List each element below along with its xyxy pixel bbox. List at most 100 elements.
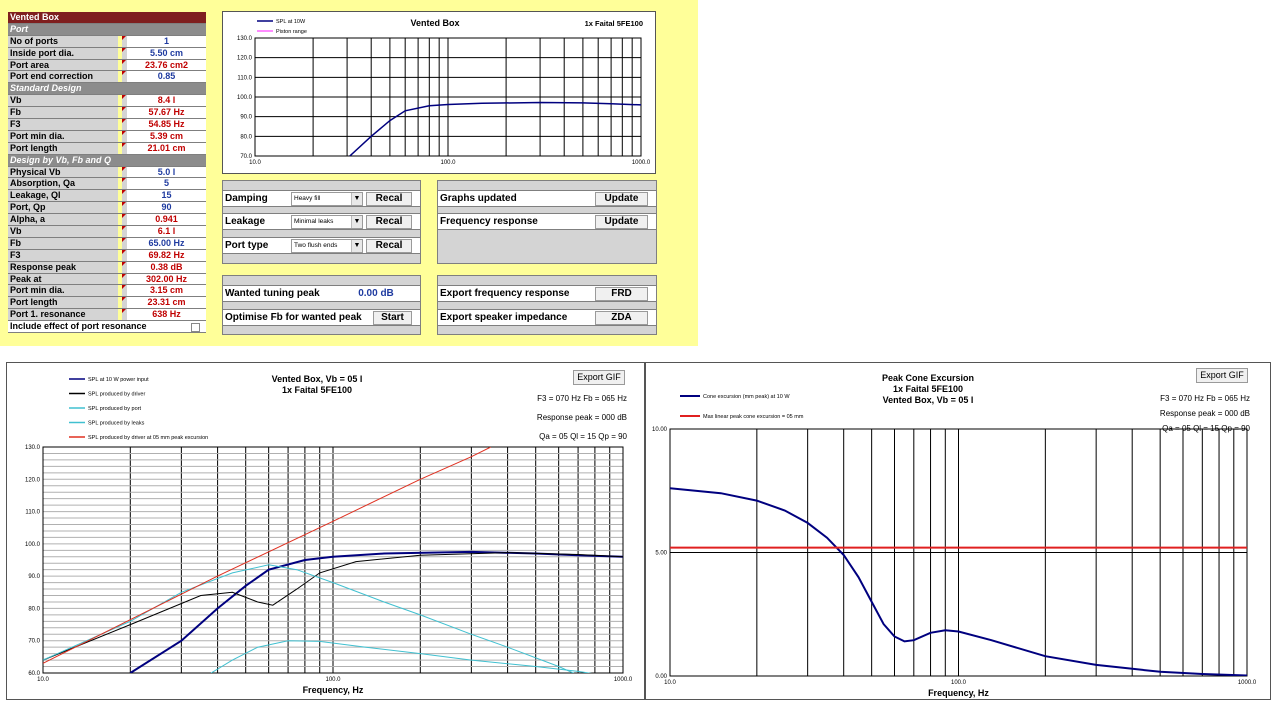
param-value[interactable]: 5 <box>127 178 206 190</box>
param-value[interactable]: 65.00 Hz <box>127 237 206 249</box>
param-label: Vb <box>8 95 118 107</box>
wanted-peak-row: Wanted tuning peak 0.00 dB <box>223 285 420 302</box>
optimise-label: Optimise Fb for wanted peak <box>225 312 362 323</box>
param-value: 8.4 l <box>127 95 206 107</box>
param-value[interactable]: 1 <box>127 35 206 47</box>
chart-info-text: Qa = 05 Ql = 15 Qp = 90 <box>539 432 627 441</box>
porttype-select[interactable]: Two flush ends ▼ <box>291 239 363 253</box>
param-value: 69.82 Hz <box>127 249 206 261</box>
comment-marker-icon <box>122 130 127 142</box>
legend-label: SPL produced by port <box>88 406 141 412</box>
chart-subtitle: 1x Faital 5FE100 <box>282 385 352 395</box>
table-row: Port length 21.01 cm <box>8 142 206 155</box>
section-title: Design by Vb, Fb and Q <box>8 154 206 166</box>
comment-marker-icon <box>122 178 127 190</box>
comment-marker-icon <box>122 190 127 202</box>
leakage-recal-button[interactable]: Recal <box>366 215 412 229</box>
param-value: 23.76 cm2 <box>127 59 206 71</box>
param-label: Port length <box>8 142 118 154</box>
param-label: Port min dia. <box>8 285 118 297</box>
table-row: Absorption, Qa 5 <box>8 178 206 191</box>
chart-subtitle: 1x Faital 5FE100 <box>585 19 643 28</box>
param-label: Port length <box>8 297 118 309</box>
y-tick-label: 110.0 <box>237 75 252 81</box>
comment-marker-icon <box>122 107 127 119</box>
comment-marker-icon <box>122 249 127 261</box>
spl-components-chart: 60.0 70.0 80.0 90.0 100.0 110.0 120.0 130.0 10.0… <box>6 362 645 700</box>
wanted-peak-label: Wanted tuning peak <box>225 288 320 299</box>
table-row: F3 54.85 Hz <box>8 119 206 131</box>
graphs-update-button[interactable]: Update <box>595 192 648 206</box>
param-value[interactable]: 15 <box>127 190 206 202</box>
optimise-start-button[interactable]: Start <box>373 311 412 325</box>
cone-excursion-chart: 0.00 5.00 10.00 10.0 100.0 1000.0 Cone excursi… <box>645 362 1271 700</box>
y-tick-label: 80.0 <box>28 606 40 612</box>
table-row: Response peak 0.38 dB <box>8 261 206 274</box>
export-zda-button[interactable]: ZDA <box>595 311 648 325</box>
param-value: 5.39 cm <box>127 130 206 142</box>
table-row: Inside port dia. 5.50 cm <box>8 47 206 60</box>
leakage-select-value: Minimal leaks <box>294 218 334 225</box>
chevron-down-icon: ▼ <box>351 193 362 205</box>
table-row: Vb 8.4 l <box>8 95 206 108</box>
graphs-updated-row: Graphs updated Update <box>438 190 656 207</box>
y-tick-label: 130.0 <box>237 36 253 42</box>
x-tick-label: 1000.0 <box>1238 680 1257 686</box>
porttype-label: Port type <box>225 240 269 251</box>
param-value: 23.31 cm <box>127 297 206 309</box>
y-tick-label: 60.0 <box>28 671 40 677</box>
param-value[interactable]: 0.85 <box>127 71 206 83</box>
damping-select[interactable]: Heavy fill ▼ <box>291 192 363 206</box>
y-tick-label: 100.0 <box>25 542 41 548</box>
legend-label: Cone excursion (mm peak) at 10 W <box>703 394 790 400</box>
chart-info-text: Qa = 05 Ql = 15 Qp = 90 <box>1162 424 1250 433</box>
spl-chart-svg: 60.0 70.0 80.0 90.0 100.0 110.0 120.0 130.0 10.0… <box>25 374 633 695</box>
excursion-chart-svg: 0.00 5.00 10.00 10.0 100.0 1000.0 Cone excursi… <box>652 373 1257 698</box>
port-resonance-checkbox[interactable] <box>191 323 200 333</box>
table-row: Port min dia. 3.15 cm <box>8 285 206 298</box>
chart-info-text: Response peak = 000 dB <box>1160 409 1250 418</box>
x-axis-label: Frequency, Hz <box>303 685 364 695</box>
freq-response-label: Frequency response <box>440 216 538 227</box>
table-row: Port min dia. 5.39 cm <box>8 130 206 143</box>
leakage-select[interactable]: Minimal leaks ▼ <box>291 215 363 229</box>
legend-label: SPL at 10 W power input <box>88 377 149 383</box>
param-label: Vb <box>8 226 118 237</box>
export-frd-button[interactable]: FRD <box>595 287 648 301</box>
table-row: Port length 23.31 cm <box>8 297 206 310</box>
section-header: Port <box>8 23 206 36</box>
chevron-down-icon: ▼ <box>351 240 362 252</box>
param-value[interactable]: 90 <box>127 202 206 214</box>
table-row: F3 69.82 Hz <box>8 249 206 262</box>
table-row: Port 1. resonance 638 Hz <box>8 309 206 322</box>
chart-info-text: Response peak = 000 dB <box>537 413 627 422</box>
param-label: Port min dia. <box>8 130 118 142</box>
chart-info-text: F3 = 070 Hz Fb = 065 Hz <box>1160 394 1250 403</box>
table-row: Alpha, a 0.941 <box>8 214 206 227</box>
comment-marker-icon <box>122 119 127 130</box>
comment-marker-icon <box>122 273 127 285</box>
damping-recal-button[interactable]: Recal <box>366 192 412 206</box>
comment-marker-icon <box>122 35 127 47</box>
export-gif-button[interactable]: Export GIF <box>1196 368 1248 383</box>
legend-label: SPL at 10W <box>276 19 306 25</box>
legend-label: Max linear peak cone excursion = 05 mm <box>703 414 804 420</box>
chart-title: Peak Cone Excursion <box>882 373 974 383</box>
param-value[interactable]: 5.50 cm <box>127 47 206 59</box>
graphs-updated-label: Graphs updated <box>440 193 517 204</box>
x-tick-label: 1000.0 <box>632 160 651 166</box>
export-gif-button[interactable]: Export GIF <box>573 370 625 385</box>
y-tick-label: 120.0 <box>25 477 41 483</box>
y-tick-label: 70.0 <box>240 154 252 160</box>
table-row: Fb 65.00 Hz <box>8 237 206 250</box>
y-tick-label: 70.0 <box>28 639 40 645</box>
wanted-peak-input[interactable]: 0.00 dB <box>333 286 419 301</box>
param-value: 0.38 dB <box>127 261 206 273</box>
porttype-recal-button[interactable]: Recal <box>366 239 412 253</box>
freq-response-row: Frequency response Update <box>438 213 656 230</box>
freq-response-update-button[interactable]: Update <box>595 215 648 229</box>
param-label: F3 <box>8 249 118 261</box>
y-tick-label: 5.00 <box>655 551 667 557</box>
param-value[interactable]: 5.0 l <box>127 166 206 178</box>
series-line <box>210 640 592 673</box>
